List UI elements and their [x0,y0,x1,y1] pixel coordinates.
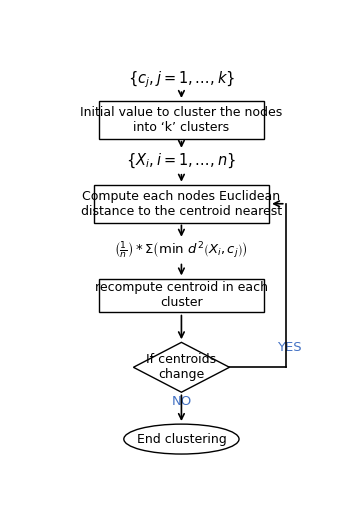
FancyBboxPatch shape [93,185,269,223]
Ellipse shape [124,424,239,454]
FancyBboxPatch shape [99,101,264,139]
Text: End clustering: End clustering [137,433,226,445]
Text: $\{c_j ,j = 1,\ldots, k\}$: $\{c_j ,j = 1,\ldots, k\}$ [128,70,235,91]
Text: If centroids
change: If centroids change [146,353,217,381]
Text: recompute centroid in each
cluster: recompute centroid in each cluster [95,281,268,309]
Text: $\left(\frac{1}{n}\right)*\Sigma\left(\min\ d^2\left(X_i,c_j\right)\right)$: $\left(\frac{1}{n}\right)*\Sigma\left(\m… [114,240,249,261]
FancyBboxPatch shape [99,279,264,312]
Text: Compute each nodes Euclidean
distance to the centroid nearest: Compute each nodes Euclidean distance to… [81,190,282,218]
Text: $\{X_i ,i = 1,\ldots, n\}$: $\{X_i ,i = 1,\ldots, n\}$ [126,152,236,170]
Text: YES: YES [278,341,302,354]
Text: NO: NO [171,395,192,409]
Text: Initial value to cluster the nodes
into ‘k’ clusters: Initial value to cluster the nodes into … [80,106,282,134]
Polygon shape [133,342,229,392]
